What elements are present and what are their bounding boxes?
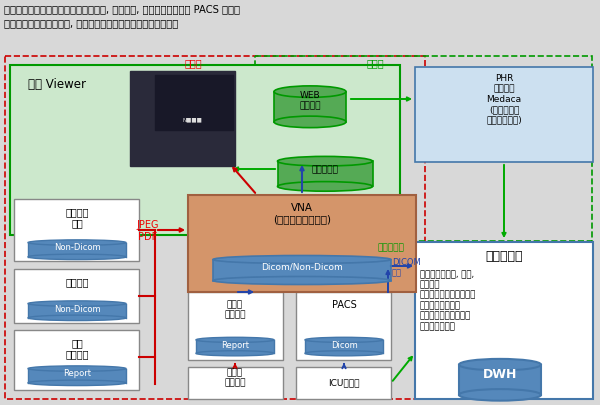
Bar <box>188 292 283 360</box>
Ellipse shape <box>305 351 383 356</box>
Ellipse shape <box>28 315 126 321</box>
Ellipse shape <box>28 301 126 307</box>
Text: ・統合ビューアを導入し, 電子カルテと統合画像サーバーを接続: ・統合ビューアを導入し, 電子カルテと統合画像サーバーを接続 <box>4 18 178 28</box>
Bar <box>255 57 592 241</box>
Text: Non-Dicom: Non-Dicom <box>53 304 100 313</box>
Bar <box>415 68 593 162</box>
Ellipse shape <box>196 337 274 343</box>
Text: 統合 Viewer: 統合 Viewer <box>28 78 86 91</box>
Text: 診療データ: 診療データ <box>378 243 405 252</box>
Text: 内視鏡
システム: 内視鏡 システム <box>224 367 246 387</box>
Bar <box>130 72 235 166</box>
Ellipse shape <box>459 389 541 401</box>
Text: Report: Report <box>221 340 249 349</box>
Bar <box>28 304 126 318</box>
Bar <box>28 243 126 257</box>
Ellipse shape <box>213 277 391 285</box>
Bar <box>274 92 346 123</box>
Ellipse shape <box>28 240 126 246</box>
Bar <box>155 76 233 131</box>
Text: DWH: DWH <box>483 368 517 381</box>
Bar <box>213 260 391 281</box>
Bar <box>188 196 416 292</box>
Ellipse shape <box>28 254 126 260</box>
Ellipse shape <box>277 157 373 166</box>
Text: N■■■: N■■■ <box>182 117 202 122</box>
Text: Non-Dicom: Non-Dicom <box>53 243 100 252</box>
Bar <box>28 369 126 383</box>
Text: Dicom/Non-Dicom: Dicom/Non-Dicom <box>261 262 343 271</box>
Bar <box>188 367 283 399</box>
Ellipse shape <box>274 87 346 98</box>
Text: 診療データ: 診療データ <box>311 165 338 174</box>
Text: PACS: PACS <box>332 299 356 309</box>
Text: ・多くの部門システム（自科検査画像, 文書管理, 础理システム）を PACS に統合: ・多くの部門システム（自科検査画像, 文書管理, 础理システム）を PACS に… <box>4 4 240 14</box>
Text: 診療系: 診療系 <box>367 58 385 68</box>
Text: Report: Report <box>63 369 91 377</box>
Text: 病名・検体検査, 薬剤,
患者情報
カルテ記載・手術記録・
放射線治療記録・
化学療法・退院サマリ
バイタルデータ: 病名・検体検査, 薬剤, 患者情報 カルテ記載・手術記録・ 放射線治療記録・ 化… <box>420 269 476 330</box>
Bar <box>277 162 373 187</box>
Bar <box>305 340 383 354</box>
Ellipse shape <box>213 256 391 264</box>
Bar <box>14 269 139 323</box>
Bar <box>14 200 139 261</box>
Text: Dicom: Dicom <box>331 340 358 349</box>
Bar <box>5 57 425 399</box>
Text: DICOM
画像: DICOM 画像 <box>392 257 421 277</box>
Text: ICUモニタ: ICUモニタ <box>328 377 360 386</box>
Bar <box>196 340 274 354</box>
Text: 文書管理: 文書管理 <box>65 276 89 286</box>
Bar <box>296 292 391 360</box>
Bar <box>10 66 400 235</box>
Text: VNA
(統合画像サーバー): VNA (統合画像サーバー) <box>273 202 331 224</box>
Bar <box>296 367 391 399</box>
Text: WEB
サーバー: WEB サーバー <box>299 91 321 111</box>
Text: 放射線
レポート: 放射線 レポート <box>224 299 246 319</box>
Text: JPEG
PDF: JPEG PDF <box>137 220 159 241</box>
Bar <box>415 243 593 399</box>
Ellipse shape <box>305 337 383 343</box>
Ellipse shape <box>28 380 126 386</box>
Ellipse shape <box>459 359 541 371</box>
Text: 病理
システム: 病理 システム <box>65 337 89 359</box>
Ellipse shape <box>277 182 373 192</box>
Bar <box>459 365 541 395</box>
Ellipse shape <box>274 117 346 128</box>
Text: PHR
サービス
Medaca
(メディカル
データカード): PHR サービス Medaca (メディカル データカード) <box>486 74 522 124</box>
Text: 電子カルテ: 電子カルテ <box>485 249 523 262</box>
Text: 自科検査
画像: 自科検査 画像 <box>65 207 89 228</box>
Text: 画像系: 画像系 <box>185 58 203 68</box>
Bar <box>14 330 139 390</box>
Ellipse shape <box>196 351 274 356</box>
Ellipse shape <box>28 366 126 371</box>
